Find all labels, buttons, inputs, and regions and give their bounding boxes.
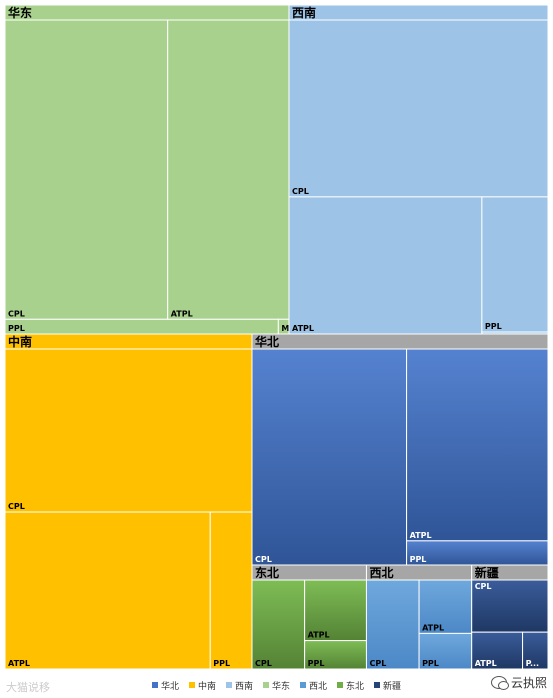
region-label: 新疆	[475, 565, 499, 580]
treemap-cell	[365, 579, 420, 670]
treemap-cell	[251, 579, 306, 670]
cell-label: ATPL	[422, 623, 444, 632]
treemap-cell	[522, 631, 549, 670]
treemap-cell	[209, 511, 253, 670]
treemap-cell	[288, 196, 483, 335]
watermark-right-text: 云执照	[510, 676, 547, 690]
treemap-cell	[471, 579, 549, 633]
legend-item: 华东	[262, 679, 290, 692]
region-label: 华东	[8, 5, 32, 20]
treemap-cell	[4, 511, 211, 670]
cell-label: CPL	[292, 187, 309, 196]
cell-label: CPL	[475, 582, 492, 591]
region-label: 西南	[292, 5, 316, 20]
treemap-cell	[406, 348, 549, 542]
cell-label: ATPL	[308, 631, 330, 640]
legend-label: 东北	[346, 681, 365, 692]
treemap-cell	[167, 19, 290, 320]
cell-label: PPL	[213, 659, 230, 668]
legend-label: 西北	[309, 681, 328, 692]
treemap-cell	[4, 348, 253, 513]
region-label: 西北	[369, 565, 393, 580]
cell-label: ATPL	[292, 324, 314, 333]
cell-label: CPL	[8, 309, 25, 318]
watermark-left-text: 大猫说移	[6, 681, 50, 694]
cell-label: PPL	[308, 659, 325, 668]
legend-label: 中南	[197, 681, 216, 692]
cell-label: PPL	[410, 555, 427, 564]
region-header	[251, 333, 549, 350]
watermark-left: 大猫说移	[6, 679, 50, 695]
legend-swatch	[374, 682, 381, 688]
treemap-cell	[4, 19, 169, 320]
region-label: 华北	[255, 334, 279, 349]
legend-item: 新疆	[374, 679, 401, 692]
legend-swatch	[225, 682, 232, 688]
cell-label: ATPL	[410, 531, 432, 540]
legend-swatch	[188, 682, 195, 688]
treemap-chart: 华东CPLATPLPPLMPL西南CPLATPLPPL中南CPLATPLPPL华…	[4, 4, 549, 670]
cell-label: ATPL	[171, 309, 193, 318]
legend-item: 华北	[151, 679, 179, 692]
treemap-cell	[418, 632, 473, 670]
legend-label: 新疆	[383, 681, 402, 692]
legend-swatch	[337, 682, 344, 688]
watermark-right: 云执照	[490, 674, 547, 691]
legend-item: 中南	[188, 679, 216, 692]
legend-label: 西南	[234, 681, 253, 692]
region-header	[4, 333, 253, 350]
cell-label: P...	[526, 659, 540, 668]
chart-legend: 华北 中南 西南 华东 西北 东北 新疆	[0, 676, 553, 694]
region-label: 中南	[8, 334, 32, 349]
treemap-cell	[251, 348, 408, 566]
treemap-cell	[288, 19, 549, 198]
cell-label: ATPL	[475, 659, 497, 668]
treemap-cell	[406, 540, 549, 566]
cell-label: PPL	[422, 659, 439, 668]
legend-item: 西南	[225, 679, 253, 692]
treemap-cell	[481, 196, 549, 333]
region-header	[288, 4, 549, 21]
cell-label: CPL	[8, 502, 25, 511]
cell-label: ATPL	[8, 659, 30, 668]
legend-swatch	[300, 682, 306, 688]
cell-label: PPL	[485, 322, 502, 331]
cell-label: CPL	[255, 555, 272, 564]
wechat-icon	[490, 676, 509, 690]
legend-label: 华东	[271, 681, 290, 692]
legend-item: 东北	[337, 679, 364, 692]
treemap-cell	[304, 640, 367, 670]
region-header	[4, 4, 290, 21]
cell-label: CPL	[255, 659, 272, 668]
legend-label: 华北	[160, 681, 179, 692]
legend-swatch	[262, 682, 269, 688]
cell-label: CPL	[369, 659, 386, 668]
treemap-cell	[4, 318, 279, 335]
region-label: 东北	[255, 565, 279, 580]
cell-label: PPL	[8, 324, 25, 333]
legend-swatch	[151, 682, 158, 688]
legend-item: 西北	[300, 679, 327, 692]
